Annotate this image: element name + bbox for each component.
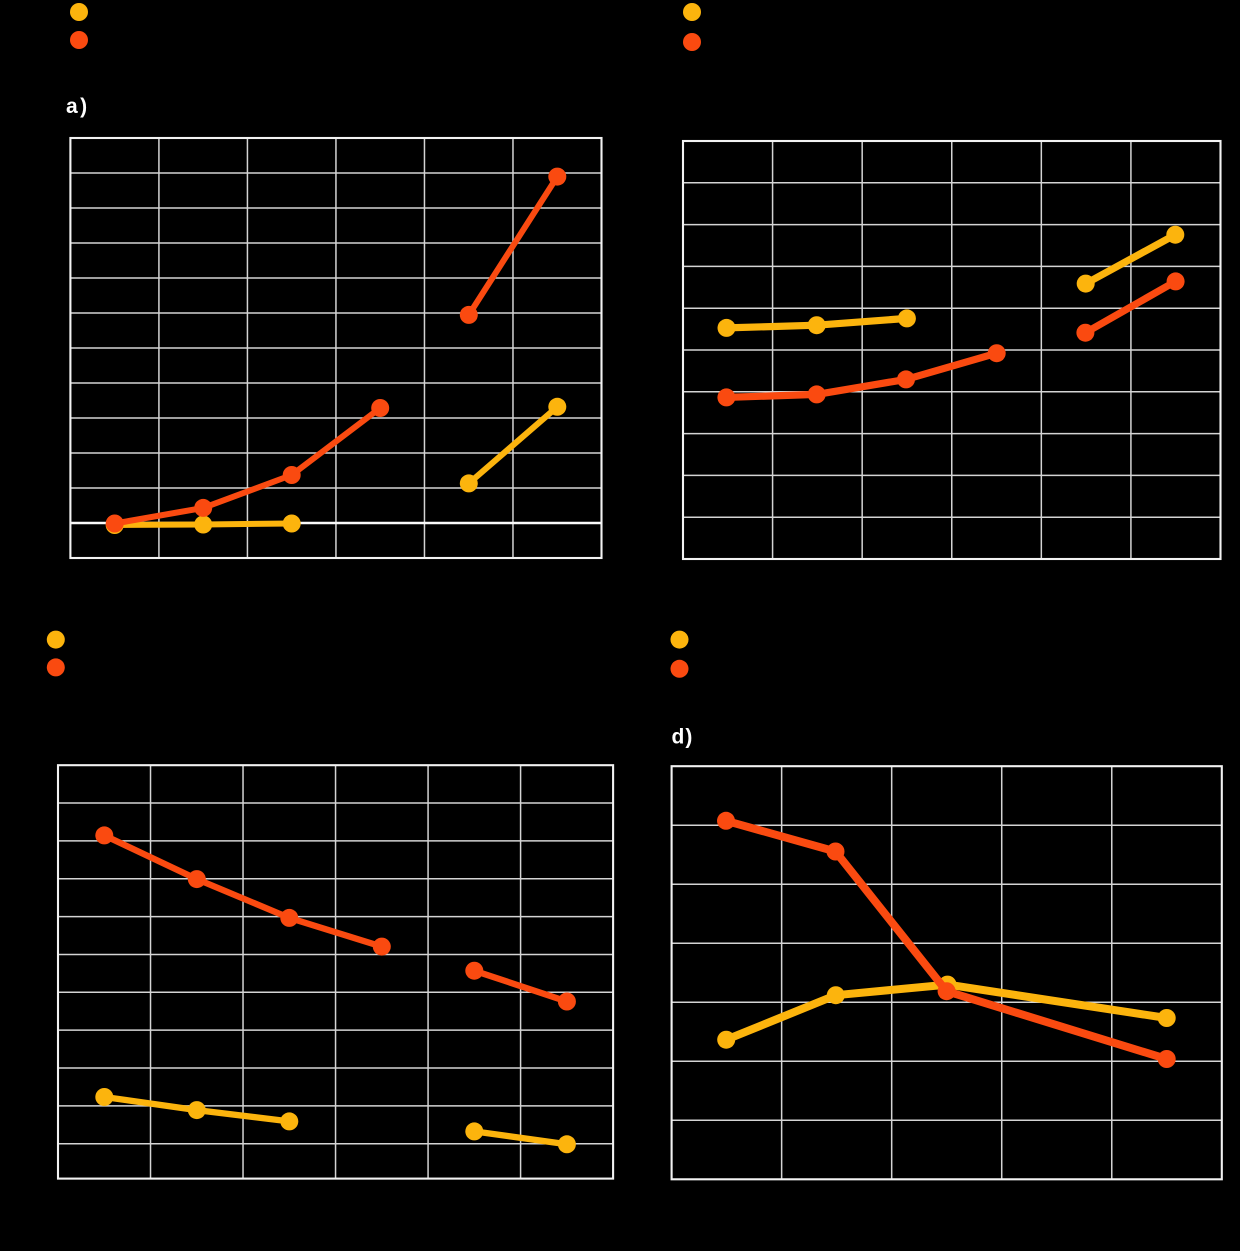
svg-text:d): d) [672, 726, 694, 749]
svg-text:a): a) [66, 95, 90, 118]
